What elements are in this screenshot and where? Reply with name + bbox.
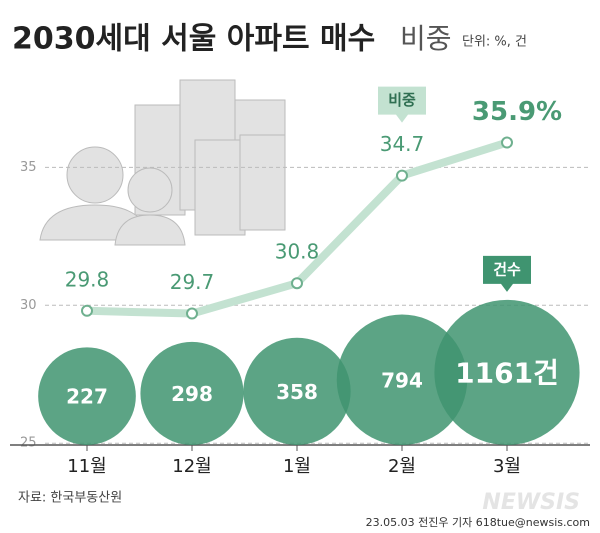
bubble (243, 337, 351, 445)
line-point (81, 304, 93, 317)
bubble (434, 299, 580, 445)
x-tick-label: 1월 (283, 456, 311, 477)
x-tick-label: 3월 (493, 456, 521, 477)
line-label: 30.8 (275, 240, 320, 264)
bubble (38, 347, 136, 445)
bubble-label: 358 (276, 380, 318, 404)
line-point (186, 307, 198, 320)
line-label: 34.7 (380, 132, 425, 156)
unit-label: 단위: %, 건 (462, 35, 527, 50)
x-tick-label: 12월 (172, 456, 211, 477)
chart-title: 2030세대 서울 아파트 매수 (12, 22, 375, 57)
line-point (396, 169, 408, 182)
line-label: 35.9% (472, 97, 562, 127)
line-label: 29.7 (170, 270, 215, 294)
legend-label: 비중 (388, 91, 416, 109)
source: 자료: 한국부동산원 (18, 491, 122, 506)
watermark: NEWSIS (482, 490, 580, 515)
y-tick-label: 25 (20, 436, 37, 451)
legend-callout (483, 255, 531, 292)
legend-label: 건수 (493, 260, 521, 278)
illustration (39, 79, 286, 246)
credit: 23.05.03 전진우 기자 618tue@newsis.com (366, 516, 590, 529)
line-point (291, 277, 303, 290)
bubble-label: 1161건 (455, 356, 559, 389)
y-tick-label: 30 (20, 298, 37, 313)
bubble (336, 314, 468, 445)
line-label: 29.8 (65, 267, 110, 291)
bubble (140, 341, 244, 445)
line-point (501, 136, 513, 149)
x-tick-label: 2월 (388, 456, 416, 477)
chart-title-suffix: 비중 (400, 22, 452, 55)
y-tick-label: 35 (20, 160, 37, 175)
legend-callout (378, 86, 426, 123)
bubble-label: 227 (66, 385, 108, 409)
x-tick-label: 11월 (67, 456, 106, 477)
bubble-label: 298 (171, 382, 213, 406)
bubble-label: 794 (381, 368, 423, 392)
